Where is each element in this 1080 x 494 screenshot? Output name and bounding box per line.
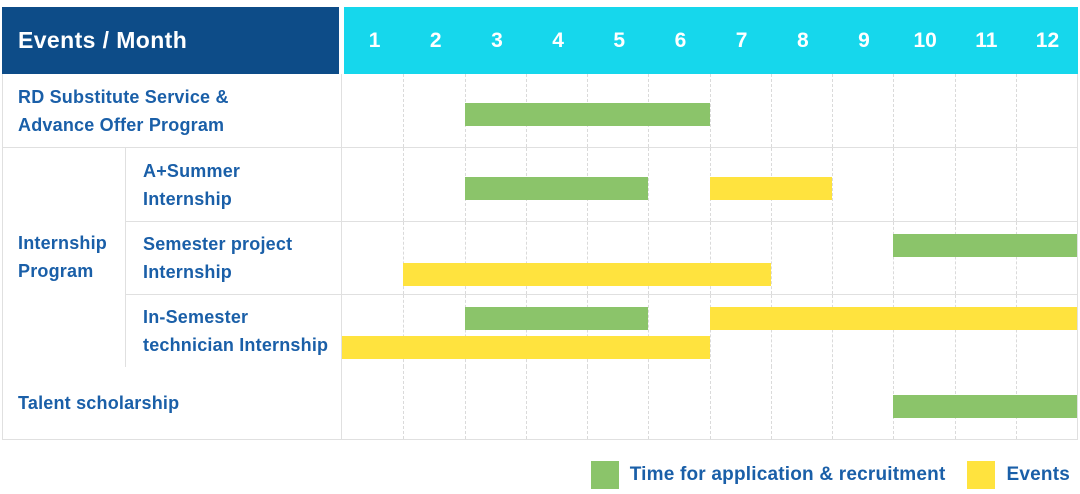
month-gridline (893, 222, 895, 294)
month-gridline (954, 222, 956, 294)
month-gridline (893, 148, 895, 221)
month-gridline (587, 222, 588, 294)
gantt-bar-yellow (342, 336, 710, 359)
month-gridline (525, 222, 527, 294)
month-gridline (709, 366, 711, 439)
month-gridline (893, 74, 895, 147)
group-label-internship-program: Internship Program (18, 233, 108, 281)
row-label-talent-scholarship: Talent scholarship (18, 392, 180, 413)
month-gridline (832, 366, 833, 439)
header-title: Events / Month (18, 27, 188, 53)
month-header-12: 12 (1035, 28, 1060, 52)
chart-row-in-semester (341, 295, 1077, 367)
month-gridline (832, 148, 833, 221)
month-header-10: 10 (913, 28, 937, 52)
month-gridline (770, 74, 772, 147)
row-talent-scholarship: Talent scholarship (3, 366, 1077, 439)
chart-row-semester-project (341, 222, 1077, 294)
gantt-bar-green (464, 103, 710, 126)
month-gridline (648, 295, 650, 367)
gantt-bar-green (893, 234, 1077, 257)
month-header-11: 11 (975, 28, 998, 52)
month-header-6: 6 (674, 28, 687, 52)
month-header-4: 4 (552, 28, 564, 52)
month-gridline (648, 148, 650, 221)
month-gridline (832, 295, 833, 367)
month-gridline (832, 222, 833, 294)
group-row-internship-program: Internship Program A+Summer Internship S… (3, 147, 1077, 367)
gantt-bar-yellow (709, 307, 1077, 330)
month-header-2: 2 (429, 28, 442, 52)
month-gridline (648, 222, 650, 294)
header-title-cell: Events / Month (2, 7, 339, 74)
month-gridline (464, 295, 466, 367)
table-body: RD Substitute Service & Advance Offer Pr… (2, 74, 1078, 440)
header-gap (339, 7, 344, 74)
gantt-bar-green (893, 395, 1077, 418)
month-gridline (648, 366, 650, 439)
chart-row-talent-scholarship (341, 366, 1077, 439)
month-gridline (954, 74, 956, 147)
month-gridline (403, 148, 405, 221)
month-gridline (770, 295, 772, 367)
month-gridline (1015, 222, 1017, 294)
row-label-a-summer: A+Summer Internship (125, 148, 341, 221)
month-gridline (464, 366, 466, 439)
month-gridline (770, 222, 772, 294)
legend-label-application-recruitment: Time for application & recruitment (629, 464, 946, 485)
month-gridline (464, 222, 466, 294)
chart-row-a-summer (341, 148, 1077, 221)
month-gridline (403, 74, 405, 147)
row-label-semester-project: Semester project Internship (125, 222, 341, 294)
row-label-in-semester: In-Semester technician Internship (125, 295, 341, 367)
month-header-7: 7 (735, 28, 748, 52)
legend-item-events: Events (967, 461, 1070, 489)
month-gridline (403, 366, 405, 439)
month-header-3: 3 (491, 28, 503, 52)
month-gridline (709, 222, 711, 294)
month-gridline (709, 74, 711, 147)
month-gridline (832, 74, 833, 147)
month-gridline (525, 295, 527, 367)
gantt-bar-green (464, 177, 649, 200)
gantt-bar-yellow (403, 263, 771, 286)
month-gridline (954, 148, 956, 221)
legend-label-events: Events (1006, 464, 1070, 485)
month-header-8: 8 (796, 28, 809, 52)
row-a-summer-internship: A+Summer Internship (125, 148, 1077, 221)
row-in-semester-technician-internship: In-Semester technician Internship (125, 294, 1077, 367)
month-gridline (587, 295, 588, 367)
month-gridline (770, 366, 772, 439)
month-gridline (1015, 74, 1017, 147)
month-gridline (954, 295, 956, 367)
gantt-table: Events / Month 1 2 3 4 5 6 7 8 9 10 11 1… (2, 7, 1078, 440)
table-header-row: Events / Month 1 2 3 4 5 6 7 8 9 10 11 1… (2, 7, 1078, 74)
chart-row-rd-substitute (341, 74, 1077, 147)
month-header-5: 5 (613, 28, 626, 52)
row-rd-substitute: RD Substitute Service & Advance Offer Pr… (3, 74, 1077, 147)
internship-subrows: A+Summer Internship Semester project Int… (125, 148, 1077, 367)
legend-swatch-yellow-icon (967, 461, 996, 489)
gantt-bar-yellow (709, 177, 832, 200)
month-gridline (403, 222, 405, 294)
row-semester-project-internship: Semester project Internship (125, 221, 1077, 294)
month-gridline (893, 295, 895, 367)
month-gridline (525, 366, 527, 439)
legend-item-application-recruitment: Time for application & recruitment (590, 461, 946, 489)
month-header-1: 1 (368, 28, 381, 52)
month-gridline (403, 295, 405, 367)
legend-swatch-green-icon (590, 461, 619, 489)
gantt-bar-green (464, 307, 649, 330)
months-header: 1 2 3 4 5 6 7 8 9 10 11 12 (344, 7, 1078, 74)
month-gridline (709, 295, 711, 367)
legend: Time for application & recruitment Event… (590, 461, 1070, 489)
month-gridline (587, 366, 588, 439)
month-gridline (1015, 148, 1017, 221)
month-header-9: 9 (858, 28, 870, 52)
row-label-rd-substitute: RD Substitute Service & Advance Offer Pr… (18, 86, 229, 135)
month-gridline (1015, 295, 1017, 367)
